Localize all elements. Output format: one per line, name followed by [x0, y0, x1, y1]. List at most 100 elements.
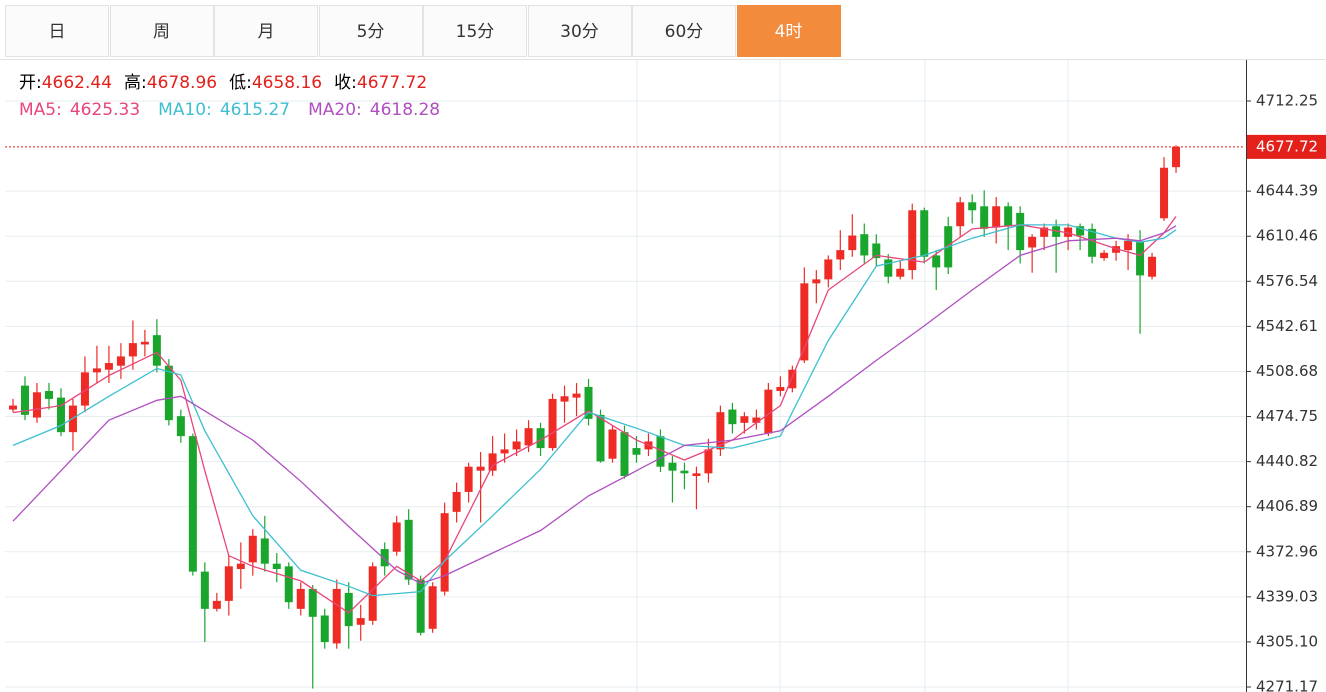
ma-label: MA20: [308, 100, 362, 120]
candle-body [752, 417, 761, 423]
y-tick-label: 4474.75 [1256, 407, 1318, 425]
candle-body [824, 259, 833, 280]
candle-body [680, 470, 689, 474]
candle-body [152, 335, 161, 366]
tab[interactable]: 月 [214, 5, 318, 57]
ohlc-value: 4678.96 [146, 73, 218, 93]
info-panel: 开:4662.44 高:4678.96 低:4658.16 收:4677.72 MA5… [19, 70, 458, 124]
candle-body [1088, 228, 1097, 257]
ohlc-label: 开: [19, 73, 42, 93]
candle-body [9, 405, 17, 410]
candle-body [668, 462, 677, 471]
y-tick-label: 4508.68 [1256, 362, 1318, 380]
candle-body [1136, 242, 1145, 276]
y-tick-label: 4440.82 [1256, 452, 1318, 470]
tab[interactable]: 30分 [527, 5, 632, 57]
candle-body [164, 365, 173, 421]
candle-body [452, 491, 461, 512]
y-tick-label: 4339.03 [1256, 587, 1318, 605]
tab[interactable]: 日 [5, 5, 109, 57]
candle-body [788, 369, 797, 389]
ohlc-value: 4677.72 [356, 73, 428, 93]
candle-body [1028, 236, 1037, 248]
candle-body [260, 538, 269, 564]
ohlc-label: 高: [124, 73, 147, 93]
candle-body [368, 566, 377, 621]
tab[interactable]: 15分 [423, 5, 527, 57]
candle-body [56, 397, 65, 433]
candle-body [692, 473, 701, 476]
candle-body [908, 210, 917, 271]
candle-body [248, 535, 257, 563]
candle-body [356, 618, 365, 625]
candle-body [764, 389, 773, 434]
candle-body [800, 283, 809, 361]
candle-body [524, 428, 533, 446]
candle-body [416, 579, 425, 633]
candle-body [728, 409, 737, 425]
candle-body [140, 341, 149, 345]
candle-body [284, 566, 293, 603]
candle-body [224, 566, 233, 601]
tab[interactable]: 5分 [318, 5, 423, 57]
candle-body [92, 368, 101, 373]
ma-value: 4625.33 [69, 100, 141, 120]
ma-line [12, 216, 1177, 614]
candle-body [1160, 167, 1169, 219]
candle-body [1040, 227, 1049, 237]
ohlc-label: 低: [229, 73, 252, 93]
candle-body [896, 268, 905, 277]
candle-body [20, 385, 29, 415]
ohlc-label: 收: [334, 73, 357, 93]
candle-body [272, 563, 281, 569]
candle-body [872, 243, 881, 259]
candle-body [380, 549, 389, 567]
candle-body [848, 235, 857, 251]
candle-body [440, 513, 449, 592]
candle-body [776, 386, 785, 391]
candle-body [32, 392, 41, 418]
candle-body [1064, 227, 1073, 237]
candle-body [320, 615, 329, 643]
candle-body [932, 255, 941, 268]
ohlc-value: 4658.16 [251, 73, 323, 93]
ma-label: MA10: [158, 100, 212, 120]
candle-body [536, 428, 545, 449]
candle-body [572, 393, 581, 398]
y-tick-label: 4305.10 [1256, 632, 1318, 650]
ohlc-value: 4662.44 [41, 73, 113, 93]
tab[interactable]: 4时 [736, 5, 841, 57]
candle-body [812, 279, 821, 284]
candle-body [344, 592, 353, 627]
candle-body [596, 414, 605, 462]
tab-bar: 日周月 5分 15分 30分 60分 4时 [0, 0, 1326, 59]
candle-body [44, 390, 53, 399]
candle-body [104, 363, 113, 370]
candle-body [488, 453, 497, 471]
y-tick-label: 4271.17 [1256, 678, 1318, 692]
candle-body [1004, 206, 1013, 227]
ma-line [12, 225, 1177, 585]
ma-value: 4618.28 [369, 100, 441, 120]
y-tick-label: 4542.61 [1256, 317, 1318, 335]
candle-body [176, 416, 185, 437]
candle-body [188, 436, 197, 572]
y-tick-label: 4610.46 [1256, 227, 1318, 245]
candle-body [656, 436, 665, 467]
tab[interactable]: 60分 [632, 5, 736, 57]
candle-body [296, 588, 305, 609]
ohlc-row: 开:4662.44 高:4678.96 低:4658.16 收:4677.72 [19, 70, 458, 97]
candle-body [884, 259, 893, 277]
tab[interactable]: 周 [109, 5, 214, 57]
candle-body [632, 448, 641, 455]
candle-body [548, 398, 557, 449]
price-marker-label: 4677.72 [1256, 137, 1318, 155]
candle-body [80, 372, 89, 406]
y-tick-label: 4644.39 [1256, 182, 1318, 200]
candle-body [620, 432, 629, 476]
candle-body [404, 519, 413, 580]
candle-body [740, 416, 749, 423]
candle-body [1172, 146, 1181, 168]
